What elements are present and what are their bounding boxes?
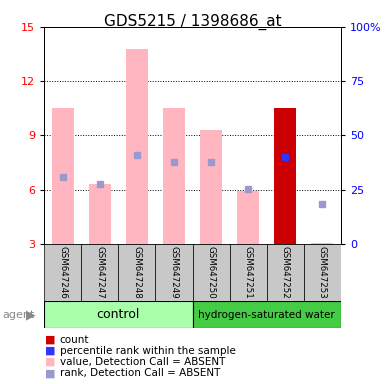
Text: GSM647247: GSM647247 [95, 246, 104, 299]
Text: ■: ■ [45, 335, 55, 345]
Bar [44, 301, 192, 328]
Text: GSM647251: GSM647251 [244, 246, 253, 299]
Text: GSM647249: GSM647249 [169, 246, 179, 299]
Text: GSM647253: GSM647253 [318, 246, 327, 299]
Bar [200, 130, 222, 244]
Text: GSM647252: GSM647252 [281, 246, 290, 299]
Text: rank, Detection Call = ABSENT: rank, Detection Call = ABSENT [60, 368, 220, 378]
Text: agent: agent [2, 310, 34, 320]
Text: GDS5215 / 1398686_at: GDS5215 / 1398686_at [104, 13, 281, 30]
Text: count: count [60, 335, 89, 345]
Bar [192, 301, 341, 328]
Text: GSM647248: GSM647248 [132, 246, 141, 299]
Bar [126, 49, 148, 244]
Bar [229, 244, 266, 301]
Text: ■: ■ [45, 357, 55, 367]
Text: ■: ■ [45, 368, 55, 378]
Bar [156, 244, 192, 301]
Text: hydrogen-saturated water: hydrogen-saturated water [198, 310, 335, 320]
Bar [81, 244, 119, 301]
Bar [192, 244, 229, 301]
Text: control: control [97, 308, 140, 321]
Text: GSM647250: GSM647250 [206, 246, 216, 299]
Bar [267, 244, 304, 301]
Text: value, Detection Call = ABSENT: value, Detection Call = ABSENT [60, 357, 225, 367]
Bar [119, 244, 156, 301]
Text: GSM647246: GSM647246 [58, 246, 67, 299]
Bar [311, 243, 333, 244]
Bar [89, 184, 111, 244]
Bar [163, 108, 185, 244]
Text: ■: ■ [45, 346, 55, 356]
Text: percentile rank within the sample: percentile rank within the sample [60, 346, 236, 356]
Text: ▶: ▶ [26, 308, 36, 321]
Bar [274, 108, 296, 244]
Bar [52, 108, 74, 244]
Bar [44, 244, 81, 301]
Bar [304, 244, 341, 301]
Bar [237, 191, 259, 244]
